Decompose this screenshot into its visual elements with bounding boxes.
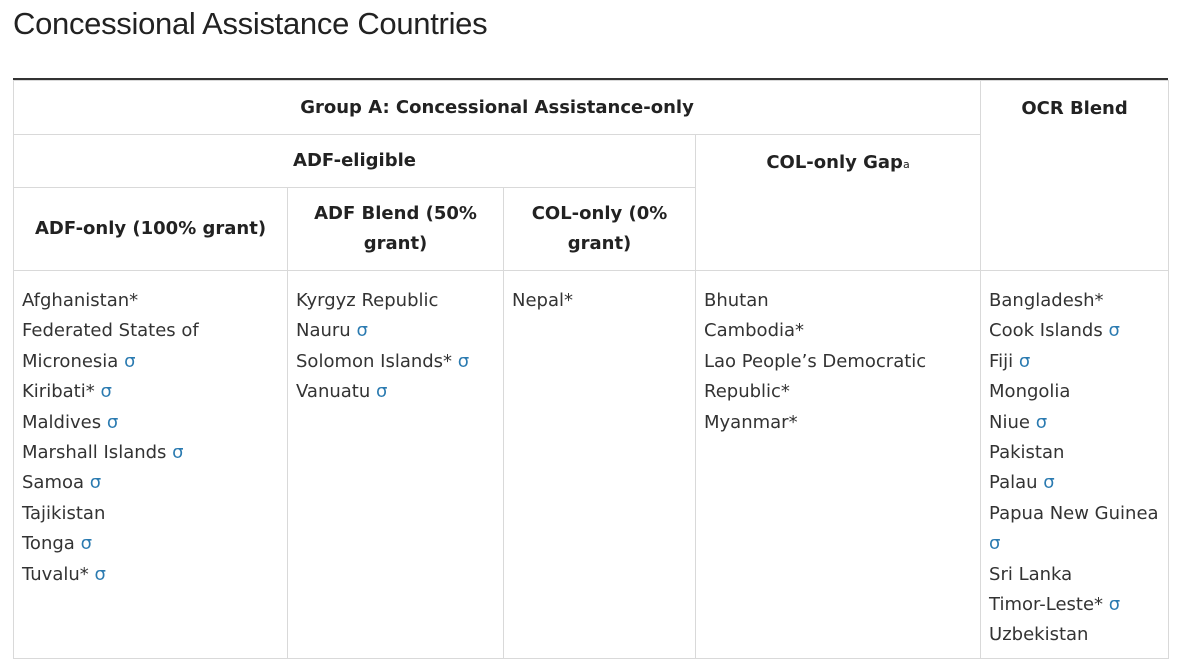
col-only-gap-label: COL-only Gap	[766, 152, 903, 173]
country-item: Afghanistan*	[22, 286, 279, 316]
country-item: Vanuatu σ	[296, 377, 495, 407]
country-name: Timor-Leste*	[989, 594, 1104, 616]
ocr-blend-list: Bangladesh* Cook Islands σ Fiji σ Mongolia N…	[989, 286, 1160, 651]
country-name: Bhutan	[704, 290, 769, 311]
country-name: Uzbekistan	[989, 624, 1089, 646]
country-name: Kyrgyz Republic	[296, 290, 439, 311]
country-item: Cook Islands σ	[989, 316, 1160, 346]
sigma-marker: σ	[989, 533, 1001, 555]
country-name: Vanuatu	[296, 381, 371, 403]
sigma-marker: σ	[124, 350, 136, 372]
sigma-marker: σ	[172, 442, 184, 464]
sigma-marker: σ	[80, 533, 92, 555]
country-item: Federated States of Micronesia σ	[22, 316, 279, 377]
sigma-marker: σ	[1108, 594, 1121, 616]
country-name: Nauru	[296, 320, 351, 342]
sigma-marker: σ	[94, 563, 106, 585]
country-name: Tajikistan	[22, 502, 106, 524]
table-top-rule	[13, 78, 1168, 80]
country-name: Afghanistan*	[22, 290, 139, 311]
country-item: Papua New Guinea σ	[989, 499, 1160, 560]
country-item: Uzbekistan	[989, 620, 1160, 650]
country-name: Kiribati*	[22, 381, 95, 403]
country-item: Nauru σ	[296, 316, 495, 346]
country-item: Bhutan	[704, 286, 972, 316]
country-name: Solomon Islands*	[296, 350, 453, 372]
country-name: Cambodia*	[704, 320, 805, 342]
country-name: Tuvalu*	[22, 563, 89, 585]
footnote-marker-a: a	[902, 158, 910, 171]
country-item: Fiji σ	[989, 347, 1160, 377]
country-item: Cambodia*	[704, 316, 972, 346]
country-name: Samoa	[22, 472, 85, 494]
country-item: Pakistan	[989, 438, 1160, 468]
adf-only-cell: Afghanistan* Federated States of Micrones…	[13, 270, 288, 659]
adf-blend-cell: Kyrgyz Republic Nauru σ Solomon Islands* σ…	[287, 270, 504, 659]
country-name: Papua New Guinea	[989, 502, 1159, 524]
ocr-blend-header: OCR Blend	[980, 80, 1170, 271]
country-item: Maldives σ	[22, 408, 279, 438]
adf-blend-header: ADF Blend (50% grant)	[287, 187, 504, 271]
country-item: Kiribati* σ	[22, 377, 279, 407]
country-name: Lao People’s Democratic Republic*	[704, 350, 927, 403]
country-item: Nepal*	[512, 286, 687, 316]
country-item: Lao People’s Democratic Republic*	[704, 347, 972, 408]
country-name: Pakistan	[989, 442, 1065, 464]
country-name: Mongolia	[989, 381, 1071, 403]
country-name: Sri Lanka	[989, 563, 1073, 585]
country-item: Solomon Islands* σ	[296, 347, 495, 377]
country-name: Bangladesh*	[989, 290, 1104, 311]
concessional-countries-table: Group A: Concessional Assistance-only OC…	[12, 80, 1170, 659]
country-item: Tuvalu* σ	[22, 560, 279, 590]
sigma-marker: σ	[1035, 411, 1048, 433]
col-only-gap-header: COL-only Gapa	[694, 134, 982, 271]
country-name: Fiji	[989, 350, 1014, 372]
adf-only-list: Afghanistan* Federated States of Micrones…	[22, 286, 279, 590]
country-item: Mongolia	[989, 377, 1160, 407]
country-item: Niue σ	[989, 408, 1160, 438]
country-item: Marshall Islands σ	[22, 438, 279, 468]
country-name: Cook Islands	[989, 320, 1103, 342]
country-name: Myanmar*	[704, 411, 798, 433]
country-item: Tonga σ	[22, 529, 279, 559]
country-item: Tajikistan	[22, 499, 279, 529]
sigma-marker: σ	[106, 411, 119, 433]
country-name: Maldives	[22, 411, 102, 433]
col-only-list: Nepal*	[512, 286, 687, 316]
country-item: Sri Lanka	[989, 560, 1160, 590]
group-a-header: Group A: Concessional Assistance-only	[12, 80, 982, 135]
col-only-gap-cell: Bhutan Cambodia* Lao People’s Democratic R…	[694, 270, 982, 659]
adf-blend-list: Kyrgyz Republic Nauru σ Solomon Islands* σ…	[296, 286, 495, 408]
sigma-marker: σ	[1043, 472, 1055, 494]
country-name: Palau	[989, 472, 1038, 494]
sigma-marker: σ	[1108, 320, 1120, 342]
country-name: Nepal*	[512, 290, 573, 311]
sigma-marker: σ	[457, 350, 470, 372]
sigma-marker: σ	[89, 472, 102, 494]
country-name: Niue	[989, 411, 1030, 433]
sigma-marker: σ	[356, 320, 368, 342]
country-item: Samoa σ	[22, 468, 279, 498]
page-title: Concessional Assistance Countries	[13, 6, 488, 41]
country-item: Palau σ	[989, 468, 1160, 498]
ocr-blend-cell: Bangladesh* Cook Islands σ Fiji σ Mongolia N…	[980, 270, 1170, 659]
col-only-gap-list: Bhutan Cambodia* Lao People’s Democratic R…	[704, 286, 972, 438]
country-name: Federated States of Micronesia	[22, 320, 199, 372]
adf-eligible-header: ADF-eligible	[13, 134, 696, 188]
country-item: Bangladesh*	[989, 286, 1160, 316]
sigma-marker: σ	[1018, 350, 1031, 372]
country-name: Tonga	[22, 533, 75, 555]
country-item: Kyrgyz Republic	[296, 286, 495, 316]
sigma-marker: σ	[376, 381, 388, 403]
country-name: Marshall Islands	[22, 442, 167, 464]
country-item: Myanmar*	[704, 408, 972, 438]
col-only-header: COL-only (0% grant)	[503, 187, 696, 271]
sigma-marker: σ	[100, 381, 112, 403]
adf-only-header: ADF-only (100% grant)	[13, 187, 288, 271]
country-item: Timor-Leste* σ	[989, 590, 1160, 620]
col-only-cell: Nepal*	[503, 270, 696, 659]
